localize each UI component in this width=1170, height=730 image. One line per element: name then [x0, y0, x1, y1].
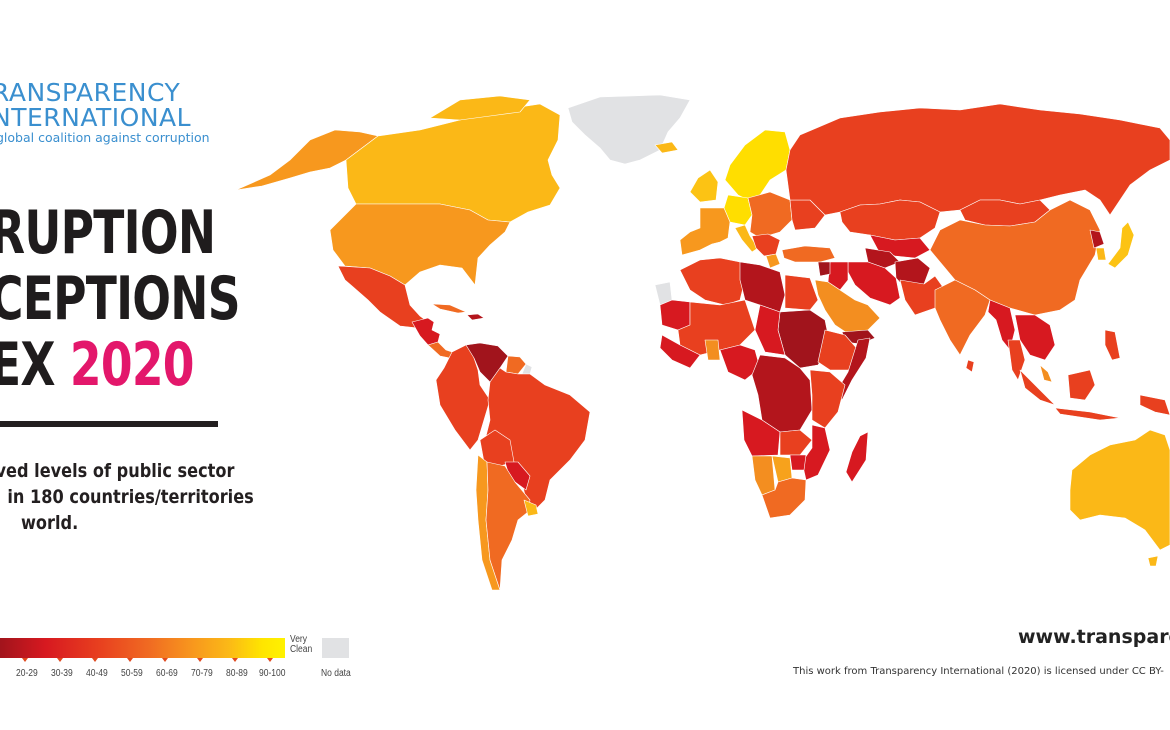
legend-color-scale: [0, 638, 285, 658]
legend-label-70-79: 70-79: [191, 668, 213, 679]
region-indonesia[interactable]: [1019, 369, 1056, 406]
title-year: 2020: [69, 330, 195, 400]
legend-label-80-89: 80-89: [226, 668, 248, 679]
region-egypt[interactable]: [784, 274, 819, 311]
legend-no-data-label: No data: [321, 668, 351, 679]
legend-label-60-69: 60-69: [156, 668, 178, 679]
legend-tick: [197, 658, 203, 662]
region-png[interactable]: [1139, 394, 1170, 416]
legend-tick: [92, 658, 98, 662]
region-australia[interactable]: [1069, 429, 1170, 551]
region-south-africa[interactable]: [761, 477, 807, 519]
region-botswana[interactable]: [771, 455, 793, 483]
region-madagascar[interactable]: [845, 431, 869, 483]
region-mauritania[interactable]: [659, 299, 691, 331]
legend-tick: [22, 658, 28, 662]
website-link[interactable]: www.transparen: [1018, 626, 1170, 648]
region-saudi-arabia[interactable]: [814, 279, 881, 336]
region-japan[interactable]: [1107, 221, 1135, 269]
region-tasmania[interactable]: [1147, 555, 1159, 567]
region-argentina[interactable]: [485, 461, 531, 591]
region-angola[interactable]: [741, 409, 781, 457]
region-mozambique[interactable]: [801, 424, 831, 481]
legend-label-40-49: 40-49: [86, 668, 108, 679]
region-hispaniola[interactable]: [466, 313, 485, 321]
title-index-word: EX: [0, 330, 56, 400]
legend-very-clean-line-1: Very: [290, 634, 308, 645]
legend-tick: [232, 658, 238, 662]
region-indochina[interactable]: [1014, 314, 1056, 361]
region-uk-ireland[interactable]: [689, 169, 719, 203]
region-guinea-coast[interactable]: [659, 334, 701, 369]
region-north-africa[interactable]: [679, 257, 746, 306]
region-iran[interactable]: [847, 261, 901, 306]
region-philippines[interactable]: [1104, 329, 1121, 361]
region-guyana-suriname[interactable]: [505, 355, 527, 375]
region-zimbabwe[interactable]: [789, 454, 807, 471]
region-united-states[interactable]: [329, 203, 511, 286]
region-cuba[interactable]: [431, 303, 467, 314]
title-line-2: CEPTIONS: [0, 264, 241, 334]
region-costa-rica-panama[interactable]: [427, 341, 453, 359]
subtitle-line-2: in 180 countries/territories: [7, 486, 254, 508]
region-eastern-europe[interactable]: [747, 191, 793, 239]
region-balkans[interactable]: [751, 233, 781, 257]
page-title: RUPTION CEPTIONS EX 2020: [0, 198, 241, 398]
region-malaysia[interactable]: [1039, 364, 1053, 383]
region-iceland[interactable]: [654, 141, 679, 154]
region-myanmar[interactable]: [987, 299, 1016, 351]
legend-label-30-39: 30-39: [51, 668, 73, 679]
transparency-international-logo[interactable]: RANSPARENCY NTERNATIONAL global coalitio…: [0, 80, 210, 146]
title-line-1: RUPTION: [0, 198, 216, 268]
logo-tagline: global coalition against corruption: [0, 130, 210, 145]
region-central-america[interactable]: [411, 317, 441, 346]
subtitle-line-3: world.: [21, 512, 79, 534]
region-greenland[interactable]: [567, 94, 691, 165]
region-greece[interactable]: [765, 253, 781, 269]
region-south-korea[interactable]: [1095, 247, 1107, 261]
title-line-3: EX 2020: [0, 332, 240, 398]
title-divider: [0, 421, 218, 427]
logo-line-2: NTERNATIONAL: [0, 103, 192, 132]
region-zambia[interactable]: [779, 429, 813, 456]
logo-line-1: RANSPARENCY: [0, 78, 181, 107]
region-france-iberia[interactable]: [679, 207, 731, 256]
region-iraq[interactable]: [827, 261, 849, 291]
legend-tick: [162, 658, 168, 662]
region-nordic[interactable]: [724, 129, 791, 201]
license-text: This work from Transparency Internationa…: [793, 666, 1164, 677]
region-russia[interactable]: [785, 103, 1170, 216]
legend-tick: [267, 658, 273, 662]
subtitle: ved levels of public sector in 180 count…: [0, 458, 254, 536]
region-thailand[interactable]: [1007, 339, 1026, 381]
legend-very-clean: Very Clean: [290, 635, 312, 655]
region-north-korea[interactable]: [1089, 229, 1105, 249]
legend-very-clean-line-2: Clean: [290, 644, 313, 655]
region-borneo[interactable]: [1067, 369, 1096, 401]
legend-label-20-29: 20-29: [16, 668, 38, 679]
legend-tick: [57, 658, 63, 662]
legend-tick: [127, 658, 133, 662]
region-canada-islands[interactable]: [429, 95, 531, 121]
region-syria[interactable]: [817, 261, 831, 277]
region-turkey[interactable]: [781, 245, 836, 263]
region-east-africa[interactable]: [809, 369, 846, 429]
region-turkmenistan[interactable]: [864, 247, 901, 269]
region-uruguay[interactable]: [523, 499, 539, 517]
region-namibia[interactable]: [751, 455, 776, 496]
region-ghana[interactable]: [704, 339, 721, 361]
legend-label-90-100: 90-100: [259, 668, 286, 679]
subtitle-line-1: ved levels of public sector: [0, 460, 235, 482]
legend-label-50-59: 50-59: [121, 668, 143, 679]
legend-no-data-swatch: [322, 638, 349, 658]
region-kazakhstan[interactable]: [839, 199, 941, 241]
region-java[interactable]: [1054, 407, 1121, 421]
region-india[interactable]: [934, 279, 991, 356]
region-sri-lanka[interactable]: [965, 359, 975, 373]
